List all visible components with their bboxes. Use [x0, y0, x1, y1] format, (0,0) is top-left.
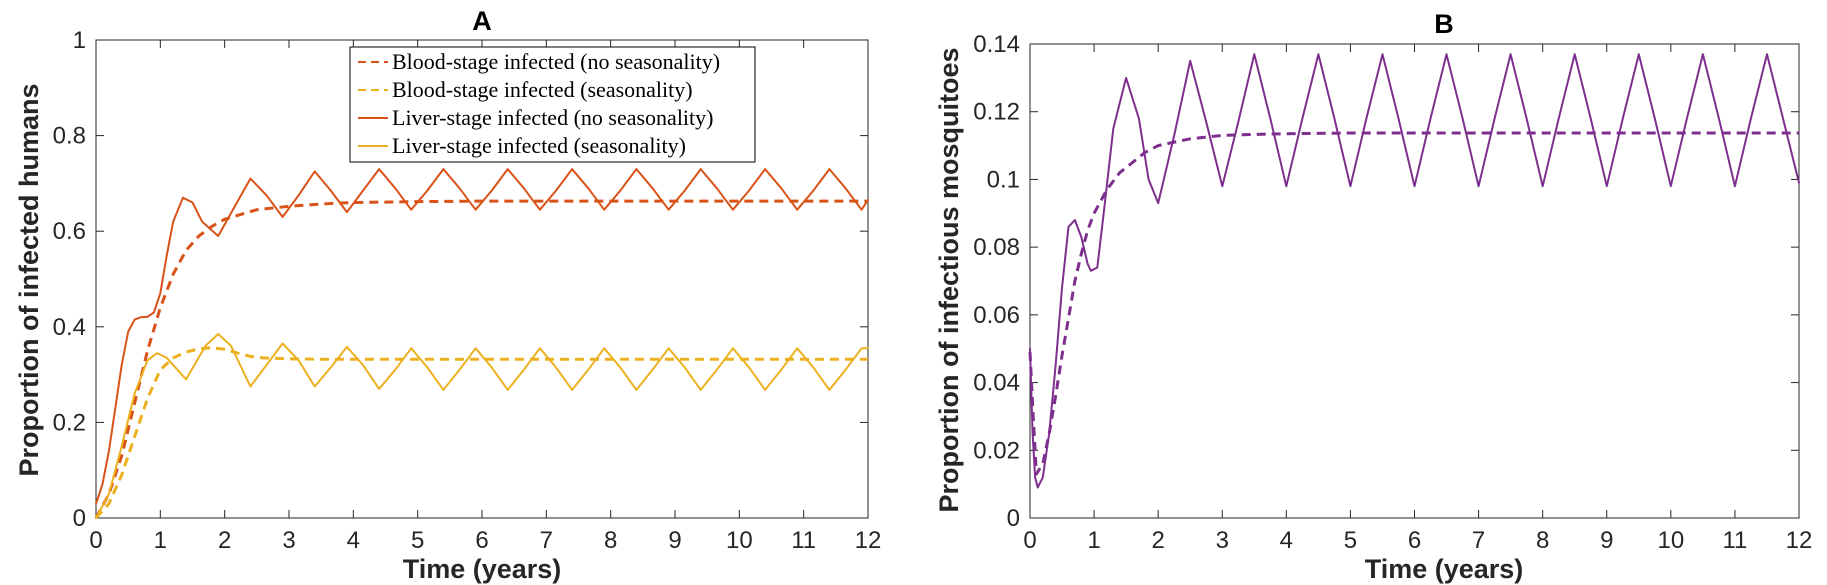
y-tick-label: 0.12 — [973, 99, 1020, 126]
y-tick-label: 1 — [73, 27, 86, 54]
x-tick-label: 5 — [1344, 527, 1357, 554]
x-tick-label: 11 — [791, 527, 816, 554]
panel-a-title: A — [472, 6, 492, 36]
x-tick-label: 11 — [1722, 527, 1747, 554]
series-line-blood-stage-infected-seasonality — [94, 346, 868, 520]
x-tick-label: 10 — [726, 527, 753, 554]
series-line-blood-stage-infected-no-seasonality — [94, 199, 868, 519]
panel-a-y-axis-label: Proportion of infected humans — [14, 83, 44, 476]
x-tick-label: 5 — [411, 527, 424, 554]
x-tick-label: 7 — [540, 527, 553, 554]
panel-a-x-axis-label: Time (years) — [403, 554, 562, 584]
panel-a-legend: Blood-stage infected (no seasonality) Bl… — [349, 46, 756, 163]
y-tick-label: 0.8 — [53, 123, 86, 150]
legend-box — [349, 46, 756, 163]
x-tick-label: 6 — [475, 527, 488, 554]
x-tick-label: 7 — [1472, 527, 1485, 554]
series-line-liver-stage-infected-seasonality — [95, 333, 869, 519]
y-tick-label: 0 — [73, 505, 86, 532]
x-tick-label: 8 — [1536, 527, 1549, 554]
x-tick-label: 1 — [1087, 527, 1100, 554]
x-tick-label: 8 — [604, 527, 617, 554]
legend-label-liver-seasonality: Liver-stage infected (seasonality) — [392, 133, 686, 158]
y-tick-label: 0.4 — [53, 314, 86, 341]
x-tick-label: 4 — [347, 527, 360, 554]
y-tick-label: 0.2 — [53, 409, 86, 436]
x-tick-label: 0 — [89, 527, 102, 554]
panel-b-x-axis-label: Time (years) — [1365, 554, 1524, 584]
x-tick-label: 4 — [1280, 527, 1293, 554]
x-tick-label: 6 — [1408, 527, 1421, 554]
x-tick-label: 1 — [154, 527, 167, 554]
x-tick-label: 10 — [1657, 527, 1684, 554]
x-tick-label: 9 — [1600, 527, 1613, 554]
series-line-liver-stage-infected-no-seasonality — [95, 168, 869, 505]
panel-b-title: B — [1434, 9, 1454, 39]
y-tick-label: 0.14 — [973, 31, 1020, 58]
x-tick-label: 9 — [668, 527, 681, 554]
series-line-infectious-mosquitoes-seasonality — [1029, 53, 1800, 489]
panel-b-y-axis-label: Proportion of infectious mosquitoes — [934, 48, 964, 513]
legend-label-liver-no-seasonality: Liver-stage infected (no seasonality) — [392, 105, 713, 130]
panel-b: B 0 1 2 3 4 5 6 7 8 9 10 11 1200.020.040.060.080.10.… — [934, 9, 1812, 584]
panel-b-plot-area: 0 1 2 3 4 5 6 7 8 9 10 11 1200.020.040.060.080.10.12… — [973, 31, 1812, 554]
y-tick-label: 0.08 — [973, 234, 1020, 261]
y-tick-label: 0.6 — [53, 218, 86, 245]
legend-label-blood-seasonality: Blood-stage infected (seasonality) — [392, 77, 693, 102]
axes-frame — [1029, 43, 1800, 519]
x-tick-label: 3 — [1216, 527, 1229, 554]
x-tick-label: 0 — [1023, 527, 1036, 554]
legend-label-blood-no-seasonality: Blood-stage infected (no seasonality) — [392, 49, 720, 74]
y-tick-label: 0.1 — [987, 166, 1020, 193]
series-line-infectious-mosquitoes-no-seasonality — [1028, 131, 1799, 476]
x-tick-label: 2 — [1151, 527, 1164, 554]
y-tick-label: 0.06 — [973, 302, 1020, 329]
y-tick-label: 0.04 — [973, 370, 1020, 397]
y-tick-label: 0 — [1007, 505, 1020, 532]
x-tick-label: 3 — [282, 527, 295, 554]
x-tick-label: 12 — [855, 527, 882, 554]
y-tick-label: 0.02 — [973, 437, 1020, 464]
x-tick-label: 2 — [218, 527, 231, 554]
x-tick-label: 12 — [1786, 527, 1813, 554]
